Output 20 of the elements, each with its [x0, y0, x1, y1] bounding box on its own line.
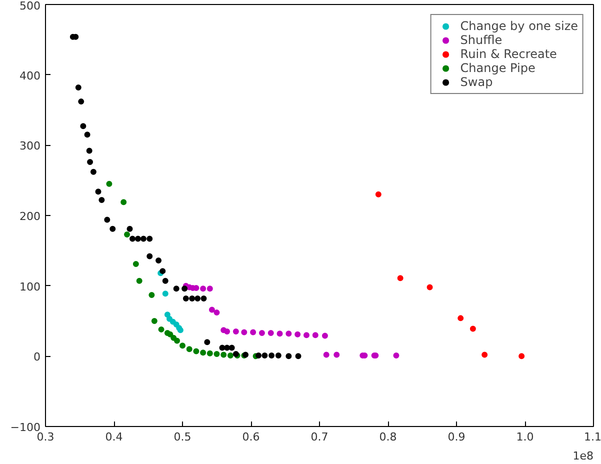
x-tick-label: 0.9 — [448, 430, 466, 444]
legend-label: Change by one size — [460, 19, 578, 33]
x-tick-label: 0.4 — [105, 430, 123, 444]
x-tick-label: 0.6 — [242, 430, 260, 444]
y-tick-label: 500 — [20, 0, 41, 12]
y-tick-label: 0 — [34, 350, 40, 364]
y-tick-label: 100 — [20, 280, 41, 294]
legend-label: Swap — [460, 75, 493, 89]
x-tick-label: 1.1 — [584, 430, 601, 444]
x-tick-label: 0.5 — [174, 430, 192, 444]
y-tick-label: 300 — [20, 140, 41, 153]
y-tick-label: 400 — [20, 69, 41, 82]
x-tick-label: 0.7 — [310, 430, 328, 444]
legend-label: Change Pipe — [460, 61, 536, 75]
x-tick-label: 0.8 — [379, 430, 397, 444]
text: 1e8 — [572, 450, 594, 462]
x-tick-label: 1.0 — [516, 430, 534, 444]
legend-label: Ruin & Recreate — [460, 47, 557, 61]
y-tick-label: 200 — [20, 210, 41, 223]
legend-label: Shuffle — [460, 33, 502, 47]
